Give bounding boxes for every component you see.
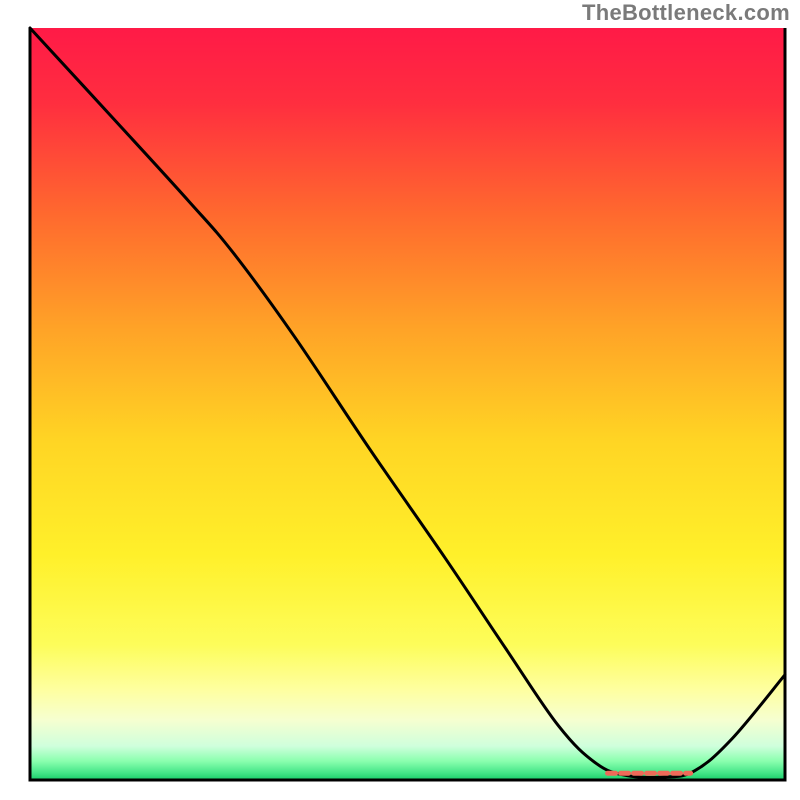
gradient-line-chart <box>0 0 800 800</box>
chart-stage: TheBottleneck.com <box>0 0 800 800</box>
watermark-text: TheBottleneck.com <box>582 0 790 26</box>
gradient-background <box>30 28 785 780</box>
